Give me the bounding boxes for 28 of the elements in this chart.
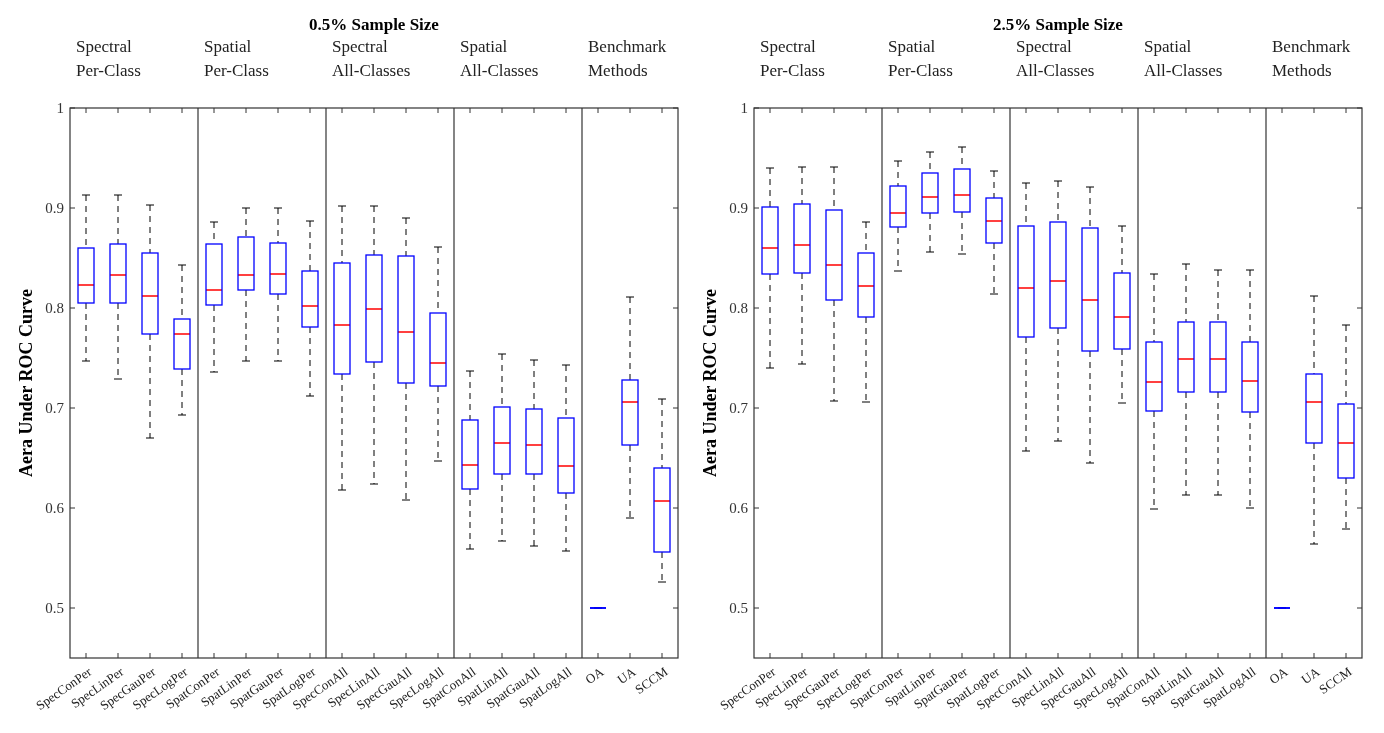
text: Benchmark Methods [1272, 37, 1351, 80]
x-tick-label: OA [1266, 663, 1291, 687]
y-tick-label: 0.5 [729, 600, 748, 617]
text: Spatial Per-Class [888, 37, 953, 80]
y-tick-label: 1 [56, 100, 64, 117]
y-tick-label: 0.8 [45, 300, 64, 317]
text: Spatial Per-Class [204, 37, 269, 80]
y-tick-label: 0.7 [729, 400, 749, 417]
y-axis-title: Aera Under ROC Curve [700, 288, 720, 478]
text: Spectral All-Classes [1016, 37, 1095, 80]
y-tick-label: 0.8 [729, 300, 748, 317]
y-tick-label: 0.6 [729, 500, 749, 517]
x-tick-label: OA [582, 663, 607, 687]
chart-title: 0.5% Sample Size [309, 15, 440, 34]
text: Spectral All-Classes [332, 37, 411, 80]
chart-title: 2.5% Sample Size [993, 15, 1124, 34]
y-tick-label: 0.7 [45, 400, 65, 417]
y-tick-label: 0.5 [45, 600, 64, 617]
y-axis-title: Aera Under ROC Curve [16, 288, 36, 478]
y-tick-label: 0.9 [45, 200, 64, 217]
y-tick-label: 1 [740, 100, 748, 117]
y-tick-label: 0.9 [729, 200, 748, 217]
text: Spatial All-Classes [460, 37, 539, 80]
y-tick-label: 0.6 [45, 500, 65, 517]
text: Spectral Per-Class [76, 37, 141, 80]
text: Spectral Per-Class [760, 37, 825, 80]
text: Spatial All-Classes [1144, 37, 1223, 80]
text: Benchmark Methods [588, 37, 667, 80]
